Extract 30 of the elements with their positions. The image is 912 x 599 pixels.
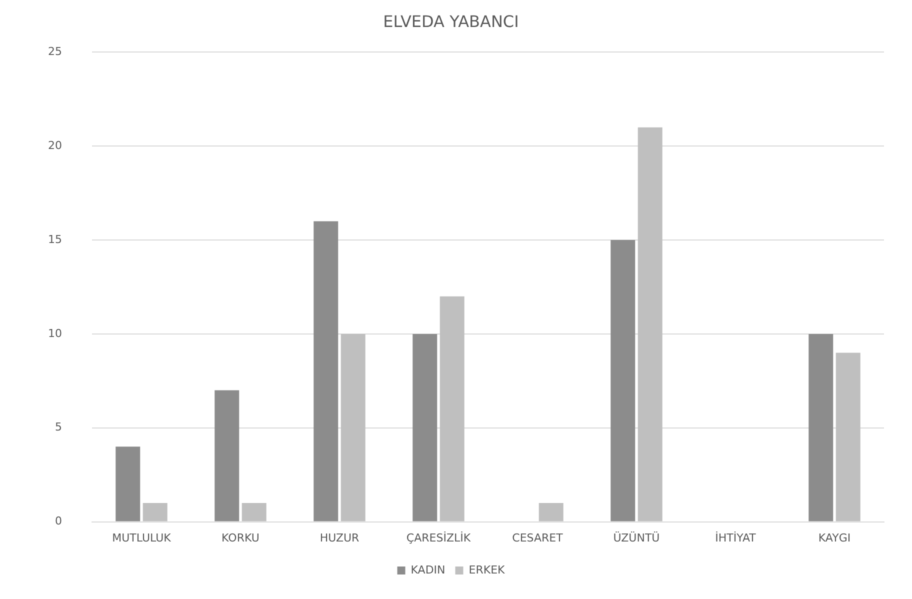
- y-tick-label: 20: [48, 138, 62, 152]
- bar: [214, 390, 240, 522]
- x-tick-label: ÇARESİZLİK: [406, 530, 472, 544]
- bar: [412, 334, 438, 522]
- y-tick-label: 10: [48, 326, 62, 340]
- bar: [116, 446, 140, 522]
- x-tick-label: HUZUR: [320, 531, 360, 544]
- bar: [242, 503, 266, 522]
- x-tick-label: KAYGI: [818, 531, 851, 544]
- bar: [440, 296, 464, 522]
- x-tick-label: CESARET: [512, 531, 564, 544]
- bar: [538, 503, 564, 522]
- chart-title: ELVEDA YABANCI: [383, 12, 519, 31]
- y-tick-label: 25: [48, 45, 62, 58]
- legend-label: ERKEK: [468, 563, 506, 576]
- y-tick-label: 5: [54, 420, 62, 434]
- y-tick-label: 15: [48, 232, 62, 246]
- bar: [142, 503, 168, 522]
- x-tick-label: KORKU: [222, 531, 260, 544]
- x-tick-label: ÜZÜNTÜ: [613, 530, 660, 544]
- bar: [638, 127, 662, 522]
- legend-label: KADIN: [410, 563, 446, 576]
- bar: [610, 240, 636, 522]
- bar: [314, 221, 338, 522]
- bar: [808, 334, 834, 522]
- x-tick-label: MUTLULUK: [112, 531, 172, 544]
- y-tick-label: 0: [54, 514, 62, 528]
- bar: [340, 334, 366, 522]
- x-tick-label: İHTİYAT: [715, 530, 756, 544]
- bar: [836, 352, 860, 522]
